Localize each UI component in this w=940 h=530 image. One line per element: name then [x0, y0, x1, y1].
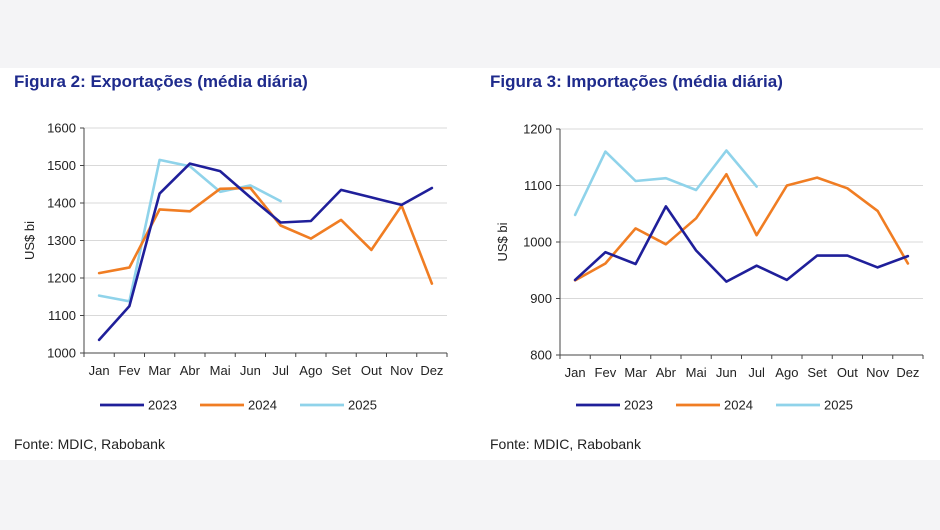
- x-tick-label: Jan: [565, 365, 586, 380]
- series-line-2023: [573, 205, 910, 283]
- series-line-2025: [573, 149, 758, 217]
- legend-label-2025: 2025: [348, 398, 377, 413]
- report-page: Figura 2: Exportações (média diária) 100…: [0, 68, 940, 460]
- series-line-2023: [97, 162, 434, 342]
- y-tick-label: 1500: [47, 158, 76, 173]
- x-tick-label: Jul: [272, 363, 289, 378]
- y-tick-label: 1300: [47, 233, 76, 248]
- figure-3-panel: Figura 3: Importações (média diária) 800…: [476, 68, 940, 460]
- x-tick-label: Abr: [656, 365, 677, 380]
- y-tick-label: 1000: [523, 235, 552, 250]
- y-axis-label: US$ bi: [495, 222, 510, 261]
- figure-2-title: Figura 2: Exportações (média diária): [14, 72, 308, 91]
- x-tick-label: Ago: [775, 365, 798, 380]
- x-tick-label: Dez: [420, 363, 443, 378]
- x-tick-label: Set: [807, 365, 827, 380]
- x-tick-label: Jun: [716, 365, 737, 380]
- y-tick-label: 1200: [47, 271, 76, 286]
- x-tick-label: Jul: [748, 365, 765, 380]
- series-line-2024: [97, 186, 434, 285]
- x-tick-label: Fev: [119, 363, 141, 378]
- x-tick-label: Nov: [866, 365, 890, 380]
- y-tick-label: 1000: [47, 346, 76, 361]
- x-tick-label: Jan: [89, 363, 110, 378]
- figure-3-source: Fonte: MDIC, Rabobank: [490, 436, 641, 452]
- x-tick-label: Mar: [624, 365, 647, 380]
- figure-3-chart: 800 900 1000 1100 1200 Jan Fev Mar Abr Mai Jun Jul A…: [495, 122, 924, 413]
- x-tick-label: Set: [331, 363, 351, 378]
- y-tick-label: 1100: [48, 308, 76, 323]
- x-tick-label: Nov: [390, 363, 414, 378]
- legend-label-2025: 2025: [824, 398, 853, 413]
- figure-2-panel: Figura 2: Exportações (média diária) 100…: [0, 68, 470, 460]
- y-axis-label: US$ bi: [22, 221, 37, 260]
- series-line-2025: [97, 158, 282, 303]
- legend-label-2024: 2024: [724, 398, 753, 413]
- x-tick-label: Fev: [595, 365, 617, 380]
- figure-2-source: Fonte: MDIC, Rabobank: [14, 436, 165, 452]
- x-tick-label: Jun: [240, 363, 261, 378]
- figure-3-title: Figura 3: Importações (média diária): [490, 72, 783, 91]
- y-tick-label: 1200: [523, 122, 552, 137]
- x-tick-label: Out: [837, 365, 858, 380]
- x-tick-label: Mar: [148, 363, 171, 378]
- y-tick-label: 1400: [47, 196, 76, 211]
- legend-label-2024: 2024: [248, 398, 277, 413]
- x-tick-label: Ago: [299, 363, 322, 378]
- x-tick-label: Abr: [180, 363, 201, 378]
- y-tick-label: 1600: [47, 121, 76, 136]
- x-tick-label: Mai: [210, 363, 231, 378]
- legend-label-2023: 2023: [148, 398, 177, 413]
- series-line-2024: [573, 172, 910, 282]
- x-tick-label: Dez: [896, 365, 919, 380]
- y-tick-label: 900: [530, 291, 552, 306]
- x-tick-label: Out: [361, 363, 382, 378]
- legend-label-2023: 2023: [624, 398, 653, 413]
- x-tick-label: Mai: [686, 365, 707, 380]
- y-tick-label: 1100: [524, 178, 552, 193]
- figure-2-chart: 1000 1100 1200 1300 1400 1500 1600 Jan Fev Mar Abr…: [22, 121, 448, 413]
- y-tick-label: 800: [530, 348, 552, 363]
